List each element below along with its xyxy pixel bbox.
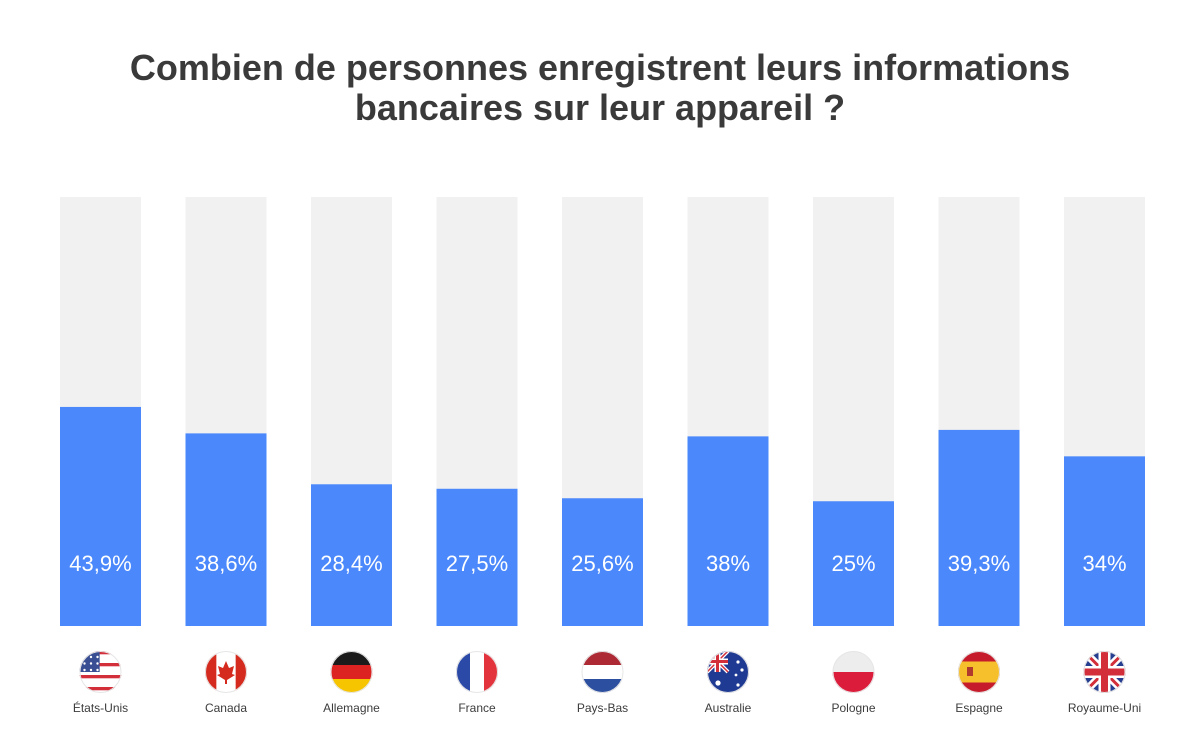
chart-title: Combien de personnes enregistrent leurs … <box>0 48 1200 128</box>
bar-value-label: 25,6% <box>571 551 633 576</box>
flag-spain-icon <box>958 651 1000 693</box>
bar <box>311 484 392 626</box>
bar-value-label: 39,3% <box>948 551 1010 576</box>
bar-value-label: 43,9% <box>69 551 131 576</box>
category-label: Australie <box>705 701 752 715</box>
chart-title-line-2: bancaires sur leur appareil ? <box>354 87 846 128</box>
bar <box>813 501 894 626</box>
category-label: Allemagne <box>323 701 380 715</box>
category-label: États-Unis <box>73 700 128 715</box>
bar-value-label: 28,4% <box>320 551 382 576</box>
bar <box>562 498 643 626</box>
category-label: Canada <box>205 701 247 715</box>
bar <box>687 436 769 626</box>
flag-uk-icon <box>1083 651 1126 693</box>
category-label: France <box>458 701 496 715</box>
bar-value-label: 25% <box>831 551 875 576</box>
bar-value-label: 38,6% <box>195 551 257 576</box>
bar <box>1064 456 1145 626</box>
flag-canada-icon <box>205 651 247 693</box>
bar <box>436 488 518 626</box>
bar-value-label: 38% <box>706 551 750 576</box>
flag-poland-icon <box>832 651 875 693</box>
bar <box>185 433 267 626</box>
category-label: Pays-Bas <box>577 701 628 715</box>
bar <box>60 406 141 626</box>
category-label: Royaume-Uni <box>1068 701 1141 715</box>
flag-australia-icon <box>707 651 749 693</box>
category-label: Pologne <box>831 701 875 715</box>
bar <box>938 429 1020 626</box>
chart-title-line-1: Combien de personnes enregistrent leurs … <box>129 47 1071 88</box>
bar-value-label: 34% <box>1082 551 1126 576</box>
category-label: Espagne <box>955 701 1003 715</box>
bar-value-label: 27,5% <box>446 551 508 576</box>
